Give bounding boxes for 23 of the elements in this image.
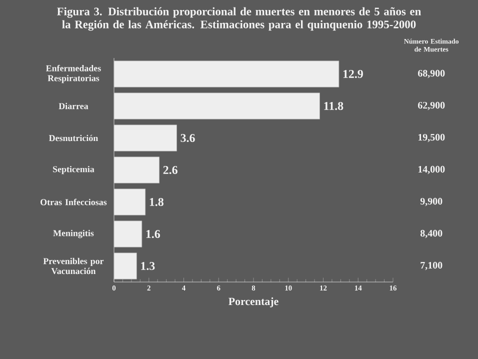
y-tick-label: Otras Infecciosas xyxy=(40,198,107,206)
data-label: 2.6 xyxy=(163,166,178,174)
y-tick-label: Enfermedades Respiratorias xyxy=(46,64,101,84)
text: 68,900 xyxy=(418,70,445,78)
data-label: 3.6 xyxy=(180,134,195,142)
data-label: 11.8 xyxy=(324,102,344,110)
data-label: 1.6 xyxy=(146,230,160,238)
text: 62,900 xyxy=(418,102,445,110)
text: 7,100 xyxy=(420,262,442,270)
x-axis-title: Porcentaje xyxy=(228,297,278,308)
y-tick-label: Diarrea xyxy=(58,102,88,110)
data-label: 1.3 xyxy=(141,262,155,270)
y-tick-label: Desnutrición xyxy=(48,134,98,142)
y-tick-label: Meningitis xyxy=(53,230,94,238)
y-tick-label: Septicemia xyxy=(53,166,94,174)
text: 14,000 xyxy=(418,166,445,174)
data-label: 12.9 xyxy=(343,70,363,78)
y-tick-label: Prevenibles por Vacunación xyxy=(43,258,104,274)
text: 8,400 xyxy=(420,230,442,238)
data-label: 1.8 xyxy=(150,198,164,206)
text: 19,500 xyxy=(418,134,445,142)
chart-title: Figura 3. Distribución proporcional de muertes en menores de 5 años en la Región de las Américas. Estimaciones para el quinquenio 1995-2000 xyxy=(57,7,422,31)
text: 9,900 xyxy=(420,198,442,206)
